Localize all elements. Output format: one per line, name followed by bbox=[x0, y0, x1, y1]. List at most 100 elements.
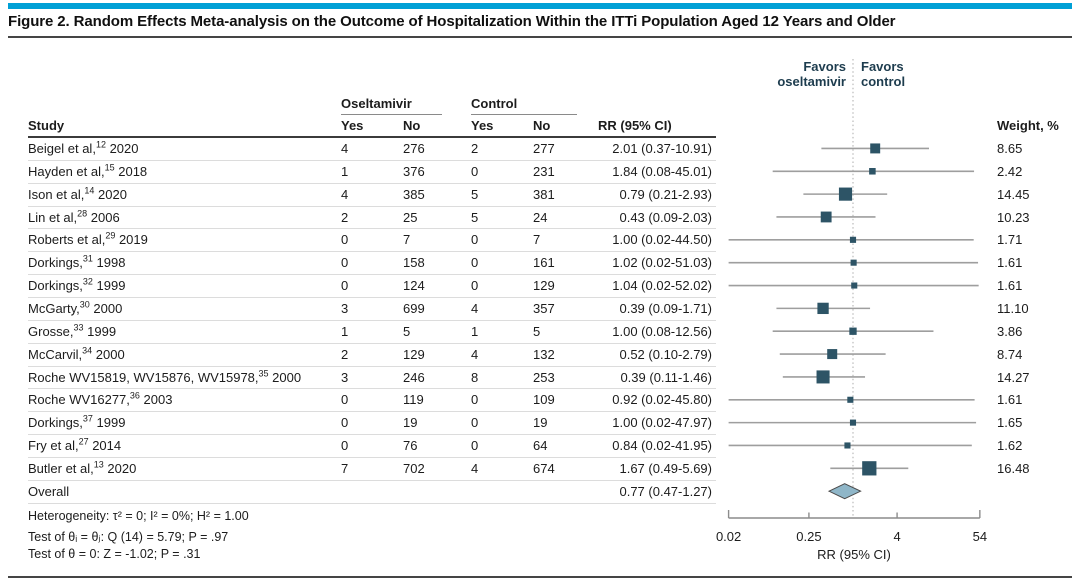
heterogeneity-stats: Heterogeneity: τ² = 0; I² = 0%; H² = 1.0… bbox=[28, 509, 249, 523]
oseltamivir-yes-cell: 3 bbox=[341, 300, 349, 316]
weight-cell: 14.27 bbox=[997, 369, 1030, 385]
control-no-cell: 129 bbox=[533, 278, 555, 294]
control-yes-cell: 0 bbox=[471, 392, 479, 408]
x-axis-tick-label: 0.02 bbox=[716, 529, 741, 544]
study-row: Dorkings,37 1999 0 19 0 19 1.00 (0.02-47.97) 1… bbox=[0, 411, 1080, 434]
control-no-cell: 5 bbox=[533, 323, 541, 339]
study-label: Lin et al,28 2006 bbox=[28, 208, 120, 225]
oseltamivir-yes-cell: 0 bbox=[341, 278, 349, 294]
study-label: Dorkings,32 1999 bbox=[28, 276, 126, 294]
oseltamivir-no-cell: 76 bbox=[403, 438, 418, 454]
rr-ci-cell: 0.84 (0.02-41.95) bbox=[612, 438, 712, 454]
control-no-cell: 253 bbox=[533, 369, 555, 385]
point-estimate-marker bbox=[850, 259, 857, 266]
study-label: McGarty,30 2000 bbox=[28, 299, 123, 316]
control-yes-cell: 4 bbox=[471, 346, 479, 362]
oseltamivir-yes-cell: 4 bbox=[341, 141, 349, 156]
control-yes-cell: 0 bbox=[471, 232, 479, 248]
control-yes-cell: 0 bbox=[471, 278, 479, 294]
column-header-rr: RR (95% CI) bbox=[598, 118, 672, 133]
study-label: Butler et al,13 2020 bbox=[28, 459, 137, 476]
study-row: Hayden et al,15 2018 1 376 0 231 1.84 (0.08-4… bbox=[0, 160, 1080, 183]
study-reference-superscript: 32 bbox=[82, 276, 93, 287]
rr-ci-cell: 1.84 (0.08-45.01) bbox=[612, 163, 712, 179]
study-label: Roche WV16277,36 2003 bbox=[28, 391, 173, 408]
weight-cell: 1.65 bbox=[997, 415, 1023, 431]
oseltamivir-no-cell: 119 bbox=[403, 392, 424, 408]
control-no-cell: 109 bbox=[533, 392, 555, 408]
oseltamivir-yes-cell: 0 bbox=[341, 232, 349, 248]
control-yes-cell: 0 bbox=[471, 163, 479, 179]
column-header-oseltamivir-yes: Yes bbox=[341, 118, 364, 133]
study-reference-superscript: 13 bbox=[93, 459, 104, 470]
weight-cell: 1.61 bbox=[997, 255, 1023, 271]
oseltamivir-no-cell: 246 bbox=[403, 369, 425, 385]
oseltamivir-no-cell: 385 bbox=[403, 186, 425, 202]
control-yes-cell: 0 bbox=[471, 438, 479, 454]
overall-rr-ci-cell: 0.77 (0.47-1.27) bbox=[619, 483, 712, 499]
row-separator bbox=[28, 434, 716, 436]
oseltamivir-no-cell: 129 bbox=[403, 346, 425, 362]
point-estimate-marker bbox=[849, 419, 857, 426]
row-separator bbox=[28, 251, 716, 253]
study-label: Roberts et al,29 2019 bbox=[28, 231, 148, 248]
row-separator bbox=[28, 388, 716, 390]
bottom-rule bbox=[8, 576, 1072, 578]
column-header-control-no: No bbox=[533, 118, 551, 133]
test-q-stats: Test of θᵢ = θⱼ: Q (14) = 5.79; P = .97 bbox=[28, 530, 229, 544]
point-estimate-marker bbox=[838, 187, 853, 201]
control-no-cell: 24 bbox=[533, 209, 548, 225]
study-reference-superscript: 36 bbox=[129, 391, 140, 402]
weight-cell: 14.45 bbox=[997, 186, 1030, 202]
study-reference-superscript: 29 bbox=[105, 231, 116, 242]
row-separator bbox=[28, 319, 716, 321]
rr-ci-cell: 1.00 (0.02-47.97) bbox=[612, 415, 712, 431]
point-estimate-marker bbox=[849, 236, 857, 243]
oseltamivir-yes-cell: 0 bbox=[341, 392, 349, 408]
oseltamivir-underline bbox=[341, 114, 442, 115]
favors-right-line2: control bbox=[861, 74, 906, 89]
study-label: McCarvil,34 2000 bbox=[28, 345, 125, 362]
control-no-cell: 161 bbox=[533, 255, 555, 271]
point-estimate-marker bbox=[816, 370, 830, 384]
oseltamivir-yes-cell: 1 bbox=[341, 163, 349, 179]
column-header-control-yes: Yes bbox=[471, 118, 494, 133]
point-estimate-marker bbox=[851, 282, 858, 289]
study-reference-superscript: 37 bbox=[82, 413, 93, 424]
figure-title: Figure 2. Random Effects Meta-analysis o… bbox=[8, 13, 896, 30]
overall-diamond bbox=[827, 483, 862, 500]
column-header-weight: Weight, % bbox=[997, 118, 1059, 133]
study-label: Dorkings,31 1998 bbox=[28, 253, 126, 271]
weight-cell: 16.48 bbox=[997, 460, 1030, 476]
study-row: Ison et al,14 2020 4 385 5 381 0.79 (0.21-2.9… bbox=[0, 183, 1080, 206]
study-reference-superscript: 31 bbox=[82, 253, 93, 264]
column-header-study: Study bbox=[28, 118, 65, 133]
control-no-cell: 7 bbox=[533, 232, 541, 248]
study-label: Hayden et al,15 2018 bbox=[28, 162, 148, 179]
header-rule bbox=[28, 136, 716, 138]
oseltamivir-no-cell: 124 bbox=[403, 278, 425, 294]
row-separator bbox=[28, 205, 716, 207]
study-label: Roche WV15819, WV15876, WV15978,35 2000 bbox=[28, 368, 302, 385]
study-row: Roche WV15819, WV15876, WV15978,35 2000 3… bbox=[0, 366, 1080, 389]
study-reference-superscript: 33 bbox=[73, 322, 84, 333]
weight-cell: 3.86 bbox=[997, 323, 1023, 339]
study-reference-superscript: 28 bbox=[77, 208, 88, 219]
study-reference-superscript: 34 bbox=[82, 345, 93, 356]
point-estimate-marker bbox=[869, 168, 876, 175]
point-estimate-marker bbox=[847, 396, 854, 403]
rr-ci-cell: 2.01 (0.37-10.91) bbox=[612, 141, 712, 156]
point-estimate-marker bbox=[870, 143, 881, 154]
oseltamivir-no-cell: 702 bbox=[403, 460, 425, 476]
row-separator bbox=[28, 159, 716, 161]
oseltamivir-yes-cell: 7 bbox=[341, 460, 349, 476]
rr-ci-cell: 0.39 (0.11-1.46) bbox=[620, 369, 712, 385]
row-separator bbox=[28, 456, 716, 458]
point-estimate-marker bbox=[817, 302, 829, 315]
point-estimate-marker bbox=[849, 327, 857, 335]
favors-left-line1: Favors bbox=[803, 59, 846, 74]
column-header-oseltamivir-no: No bbox=[403, 118, 421, 133]
oseltamivir-no-cell: 699 bbox=[403, 300, 425, 316]
weight-cell: 8.74 bbox=[997, 346, 1023, 362]
